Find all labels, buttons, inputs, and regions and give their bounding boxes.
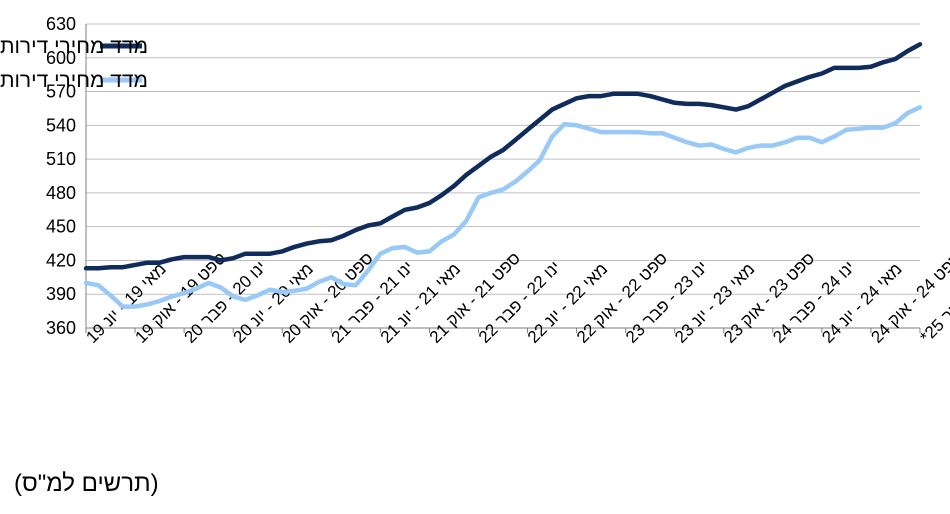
y-tick-label: 600 — [46, 48, 76, 68]
y-tick-label: 540 — [46, 115, 76, 135]
series-line-apartment-price-index — [83, 42, 923, 271]
y-tick-label: 510 — [46, 149, 76, 169]
source-note: (תרשים למ"ס) — [14, 470, 159, 497]
series-lines — [83, 42, 923, 309]
y-tick-label: 390 — [46, 284, 76, 304]
y-tick-label: 360 — [46, 318, 76, 338]
line-chart: 360 390 420 450 480 510 540 570 600 630 מאי 19 - … — [0, 14, 950, 347]
y-tick-label: 630 — [46, 14, 76, 34]
legend-label: מדד מחירי דירות חדשות — [0, 69, 148, 92]
y-tick-label: 480 — [46, 183, 76, 203]
y-tick-label: 450 — [46, 217, 76, 237]
y-tick-label: 570 — [46, 82, 76, 102]
series-line-new-apartment-price-index — [83, 105, 923, 309]
y-axis: 360 390 420 450 480 510 540 570 600 630 — [46, 14, 87, 338]
legend-label: מדד מחירי דירות — [0, 35, 148, 58]
legend: מדד מחירי דירות מדד מחירי דירות חדשות — [0, 35, 148, 92]
y-tick-label: 420 — [46, 250, 76, 270]
chart-area: 360 390 420 450 480 510 540 570 600 630 מאי 19 - … — [0, 14, 950, 347]
